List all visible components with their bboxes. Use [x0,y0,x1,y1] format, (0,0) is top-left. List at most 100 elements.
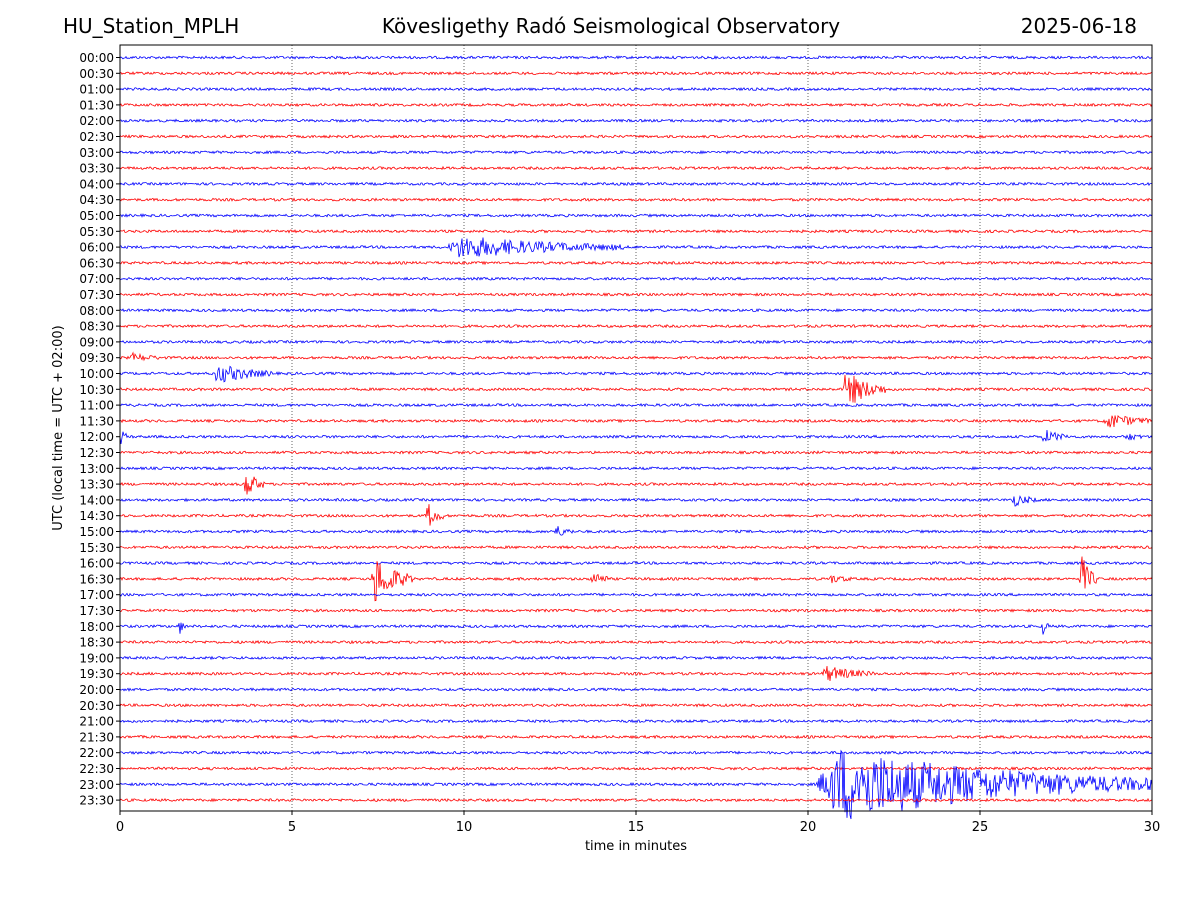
y-tick-label-1830: 18:30 [79,636,114,650]
trace-2130 [119,734,1153,740]
trace-0630 [119,260,1153,266]
y-tick-label-1030: 10:30 [79,383,114,397]
y-tick-label-0430: 04:30 [79,193,114,207]
y-tick-label-1800: 18:00 [79,620,114,634]
trace-0200 [119,118,1153,124]
trace-0700 [119,276,1153,281]
trace-1400 [119,495,1153,507]
y-tick-label-1430: 14:30 [79,509,114,523]
y-tick-label-1700: 17:00 [79,588,114,602]
y-tick-label-1500: 15:00 [79,525,114,539]
trace-1300 [119,466,1153,471]
x-tick-label-15: 15 [628,820,645,835]
x-tick-label-25: 25 [972,820,989,835]
y-tick-label-0130: 01:30 [79,98,114,112]
y-tick-label-2130: 21:30 [79,730,114,744]
trace-2300 [119,749,1153,820]
y-tick-label-1930: 19:30 [79,667,114,681]
trace-0430 [119,197,1153,203]
trace-0130 [119,102,1153,108]
y-tick-label-1330: 13:30 [79,478,114,492]
y-tick-label-1730: 17:30 [79,604,114,618]
y-tick-label-0900: 09:00 [79,335,114,349]
trace-1900 [119,655,1152,661]
trace-2330 [119,797,1153,803]
trace-0100 [119,86,1153,92]
trace-0730 [119,292,1153,297]
y-tick-label-1300: 13:00 [79,462,114,476]
y-tick-label-0500: 05:00 [79,209,114,223]
trace-0600 [119,237,1153,258]
y-tick-label-0200: 02:00 [79,114,114,128]
y-tick-label-0100: 01:00 [79,83,114,97]
trace-0800 [119,308,1153,313]
y-tick-label-0330: 03:30 [79,162,114,176]
y-tick-label-0600: 06:00 [79,241,114,255]
trace-1030 [119,374,1153,403]
trace-1100 [119,402,1153,408]
y-tick-label-1130: 11:30 [79,414,114,428]
x-tick-label-30: 30 [1144,820,1161,835]
y-tick-label-2200: 22:00 [79,746,114,760]
trace-0030 [119,71,1152,76]
trace-2100 [119,718,1152,724]
y-tick-label-2300: 23:00 [79,778,114,792]
y-tick-label-1900: 19:00 [79,651,114,665]
trace-1430 [119,504,1153,526]
y-tick-label-1000: 10:00 [79,367,114,381]
y-tick-label-0730: 07:30 [79,288,114,302]
record-date: 2025-06-18 [1020,14,1137,38]
y-tick-label-1530: 15:30 [79,541,114,555]
y-tick-label-0230: 02:30 [79,130,114,144]
observatory-title: Kövesligethy Radó Seismological Observat… [381,14,841,38]
trace-2230 [119,766,1153,771]
y-tick-label-0930: 09:30 [79,351,114,365]
y-tick-label-0700: 07:00 [79,272,114,286]
y-tick-label-0800: 08:00 [79,304,114,318]
trace-0300 [119,150,1153,155]
y-tick-label-0030: 00:30 [79,67,114,81]
trace-1000 [119,365,1153,383]
trace-1630 [119,556,1153,602]
y-tick-label-0000: 00:00 [79,51,114,65]
y-tick-label-2030: 20:30 [79,699,114,713]
trace-0400 [119,181,1153,187]
y-tick-label-1630: 16:30 [79,572,114,586]
trace-2030 [119,703,1153,708]
y-tick-label-0630: 06:30 [79,256,114,270]
trace-1830 [119,639,1153,645]
trace-1500 [119,526,1153,536]
y-tick-label-1600: 16:00 [79,557,114,571]
x-tick-label-5: 5 [288,820,296,835]
y-tick-label-0300: 03:00 [79,146,114,160]
x-tick-label-20: 20 [800,820,817,835]
x-tick-label-10: 10 [456,820,473,835]
trace-1930 [119,665,1153,682]
trace-1230 [119,450,1153,455]
trace-1200 [119,429,1153,444]
trace-1330 [119,476,1153,495]
trace-1600 [119,560,1153,566]
grid-lines [291,45,981,811]
trace-0000 [119,55,1153,60]
trace-0330 [119,165,1153,171]
trace-0900 [119,339,1153,345]
y-axis-label: UTC (local time = UTC + 02:00) [51,325,66,530]
trace-0930 [119,351,1153,362]
trace-1800 [119,622,1153,635]
y-tick-label-0400: 04:00 [79,177,114,191]
y-tick-label-1200: 12:00 [79,430,114,444]
y-tick-label-0830: 08:30 [79,320,114,334]
x-tick-label-0: 0 [116,820,124,835]
y-tick-label-2000: 20:00 [79,683,114,697]
x-axis-label: time in minutes [585,839,687,854]
trace-2000 [119,687,1153,692]
trace-0230 [119,134,1153,139]
trace-0830 [119,323,1153,329]
y-tick-label-1230: 12:30 [79,446,114,460]
trace-1130 [119,415,1153,428]
y-tick-label-1100: 11:00 [79,399,114,413]
trace-0500 [119,213,1153,218]
